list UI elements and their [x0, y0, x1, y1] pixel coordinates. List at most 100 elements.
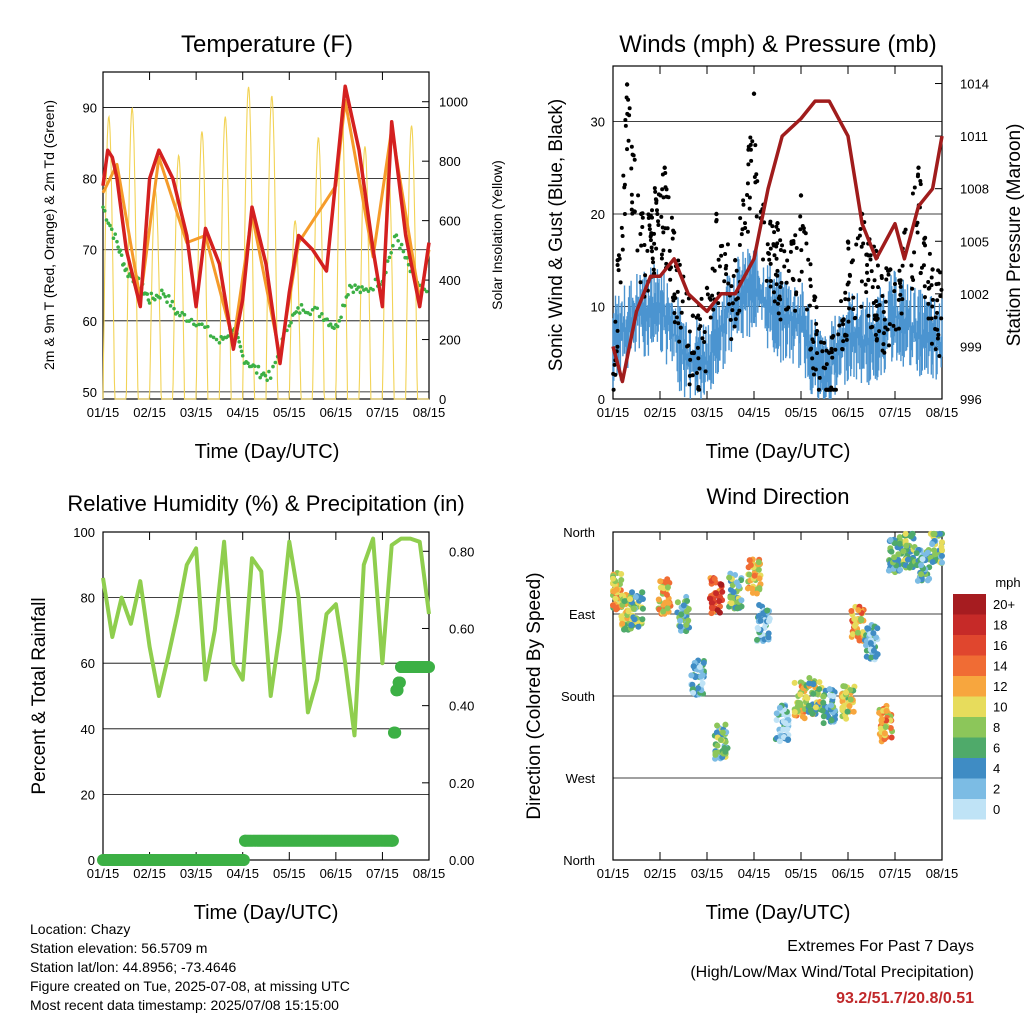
gust-point	[735, 311, 740, 316]
dewpoint-point	[203, 325, 207, 330]
direction-point	[819, 707, 826, 714]
dewpoint-point	[394, 233, 399, 237]
gust-point	[774, 224, 779, 229]
direction-point	[655, 596, 662, 603]
gust-point	[716, 301, 721, 306]
gust-point	[687, 382, 692, 387]
direction-point	[708, 610, 715, 617]
y-tick-label-left: 70	[83, 243, 97, 258]
gust-point	[655, 211, 660, 216]
direction-point	[712, 749, 719, 756]
rainfall-point	[423, 661, 435, 674]
dewpoint-point	[237, 340, 242, 344]
direction-point	[678, 611, 685, 618]
gust-point	[790, 276, 795, 281]
dewpoint-point	[301, 308, 306, 312]
x-tick-label: 06/15	[320, 405, 353, 420]
gust-point	[939, 287, 944, 292]
gust-point	[935, 298, 940, 303]
gust-point	[874, 317, 879, 322]
gust-point	[936, 268, 941, 273]
direction-point	[719, 729, 726, 736]
direction-point	[810, 690, 817, 697]
gust-point	[830, 335, 835, 340]
y-tick-label-left: 20	[81, 787, 95, 802]
dewpoint-point	[253, 364, 257, 369]
direction-point	[630, 605, 637, 612]
gust-point	[815, 328, 820, 333]
gust-point	[804, 307, 809, 312]
gust-point	[774, 256, 779, 261]
gust-point	[776, 311, 781, 316]
dewpoint-point	[389, 251, 393, 255]
x-tick-label: 01/15	[597, 405, 630, 420]
gust-point	[864, 270, 869, 275]
direction-point	[930, 530, 937, 537]
gust-point	[754, 172, 759, 177]
x-tick-label: 03/15	[180, 866, 213, 881]
gust-point	[710, 293, 715, 298]
gust-point	[670, 295, 675, 300]
direction-point	[755, 566, 762, 573]
gust-point	[803, 231, 808, 236]
gust-point	[772, 253, 777, 258]
temperature-ylabel-left: 2m & 9m T (Red, Orange) & 2m Td (Green)	[41, 100, 57, 370]
direction-point	[846, 702, 853, 709]
gust-point	[886, 272, 891, 277]
dewpoint-point	[166, 294, 171, 298]
dewpoint-point	[353, 283, 357, 287]
gust-point	[896, 326, 901, 331]
gust-point	[831, 387, 836, 392]
x-tick-label: 02/15	[644, 866, 677, 881]
direction-point	[844, 708, 851, 715]
gust-point	[912, 185, 917, 190]
rainfall-point	[386, 834, 399, 847]
direction-point	[867, 640, 874, 647]
gust-point	[711, 307, 716, 312]
dewpoint-point	[116, 245, 120, 249]
gust-point	[883, 299, 888, 304]
direction-point	[756, 575, 763, 582]
dewpoint-point	[102, 209, 107, 213]
legend-swatch	[953, 758, 986, 779]
dewpoint-point	[146, 298, 151, 302]
gust-point	[698, 324, 703, 329]
y-tick-label-right: 1008	[960, 182, 989, 197]
direction-point	[754, 636, 761, 643]
dewpoint-point	[332, 326, 336, 331]
gust-point	[874, 313, 879, 318]
dewpoint-point	[126, 274, 130, 279]
direction-point	[891, 554, 898, 561]
y-tick-label-left: North	[563, 525, 595, 540]
direction-point	[726, 574, 733, 581]
direction-point	[939, 539, 945, 546]
direction-point	[806, 675, 813, 682]
gust-point	[871, 301, 876, 306]
gust-point	[702, 329, 707, 334]
gust-point	[798, 227, 803, 232]
gust-point	[824, 362, 829, 367]
y-tick-label-right: 0.80	[449, 544, 474, 559]
legend-swatch	[953, 614, 986, 635]
gust-point	[778, 247, 783, 252]
gust-point	[840, 346, 845, 351]
gust-point	[669, 215, 674, 220]
direction-point	[851, 623, 858, 630]
direction-point	[929, 558, 936, 565]
x-tick-label: 05/15	[785, 405, 818, 420]
gust-point	[648, 238, 653, 243]
gust-peak-point	[789, 239, 794, 244]
gust-point	[938, 294, 943, 299]
direction-point	[764, 607, 771, 614]
gust-point	[636, 193, 641, 198]
gust-point	[689, 351, 694, 356]
gust-point	[896, 297, 901, 302]
dewpoint-point	[240, 353, 245, 358]
direction-point	[932, 551, 939, 558]
legend-label: 14	[993, 659, 1007, 674]
gust-point	[780, 243, 785, 248]
direction-point	[738, 597, 745, 604]
direction-point	[663, 591, 670, 598]
x-tick-label: 08/15	[926, 866, 959, 881]
gust-point	[674, 315, 679, 320]
